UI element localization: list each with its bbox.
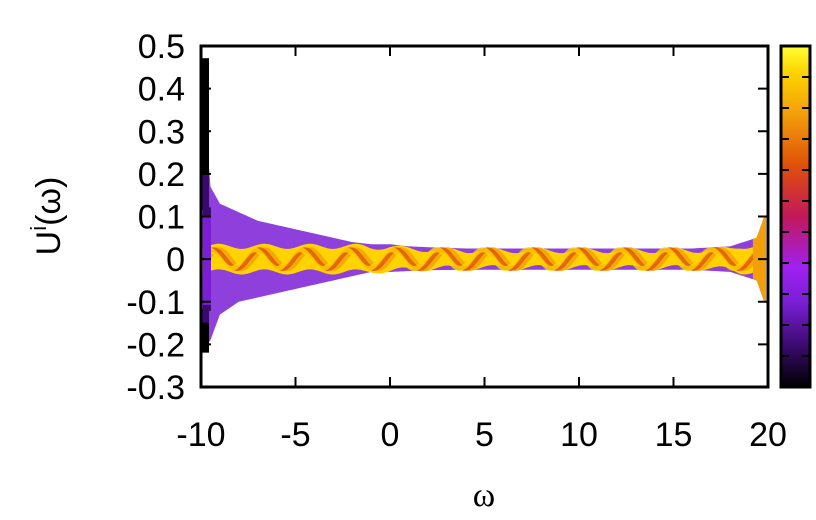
data-point [203, 290, 211, 299]
data-point [201, 135, 209, 144]
x-axis: -10 -5 0 5 10 15 20 [176, 46, 787, 454]
x-tick-label: -10 [176, 416, 225, 454]
series-trace [203, 247, 761, 272]
y-tick-label: 0.2 [138, 156, 185, 194]
x-tick-label: 20 [749, 416, 787, 454]
data-point [201, 58, 209, 67]
y-tick-label: 0.1 [138, 199, 185, 237]
data-point [203, 261, 211, 270]
data-point [201, 326, 209, 335]
data-point [201, 183, 209, 192]
x-tick-label: 0 [381, 416, 400, 454]
y-tick-label: 0 [166, 241, 185, 279]
data-point [203, 207, 211, 216]
data-point [201, 88, 209, 97]
x-tick-label: 5 [475, 416, 494, 454]
data-point [201, 189, 209, 198]
data-point [201, 99, 209, 108]
data-point [203, 237, 211, 246]
data-point [201, 308, 209, 317]
data-point [203, 219, 211, 228]
data-point [203, 231, 211, 240]
series-trace [202, 247, 762, 272]
data-point [203, 273, 211, 282]
colorbar [779, 44, 812, 389]
data-point [201, 159, 209, 168]
data-point [201, 201, 209, 210]
data-point [201, 147, 209, 156]
colorbar-ticks [781, 76, 810, 357]
data-point [201, 129, 209, 138]
data-point [201, 76, 209, 85]
data-point [201, 165, 209, 174]
x-axis-title: ω [473, 477, 495, 514]
data-point [201, 123, 209, 132]
data-point [201, 70, 209, 79]
data-point [201, 171, 209, 180]
data-point [201, 320, 209, 329]
data-point [201, 195, 209, 204]
y-axis-title-base: U [30, 231, 68, 256]
y-tick-label: 0.5 [138, 28, 185, 66]
y-tick-label: -0.1 [126, 284, 185, 322]
data-point [203, 278, 211, 287]
y-tick-label: -0.3 [126, 369, 185, 407]
data-point [201, 141, 209, 150]
data-point [201, 82, 209, 91]
data-point [203, 225, 211, 234]
data-point [203, 243, 211, 252]
data-point [201, 94, 209, 103]
data-point [201, 117, 209, 126]
x-tick-label: 10 [560, 416, 598, 454]
data-point [201, 332, 209, 341]
y-axis-title: Ui(ω) [26, 177, 68, 256]
y-axis: 0.5 0.4 0.3 0.2 0.1 0 -0.1 -0.2 -0.3 [126, 28, 768, 407]
x-tick-label: -5 [280, 416, 310, 454]
data-point [201, 153, 209, 162]
y-tick-label: -0.2 [126, 326, 185, 364]
data-point [201, 64, 209, 73]
x-tick-label: 15 [655, 416, 693, 454]
data-point [203, 267, 211, 276]
data-point [201, 314, 209, 323]
svg-text:Ui(ω): Ui(ω) [26, 177, 68, 256]
data-point [201, 111, 209, 120]
y-axis-title-sup: i [26, 226, 51, 231]
plot-frame [199, 44, 770, 389]
y-tick-label: 0.3 [138, 113, 185, 151]
data-point [201, 338, 209, 347]
data-point [203, 249, 211, 258]
y-axis-title-arg: (ω) [30, 177, 68, 226]
data-point [201, 344, 209, 353]
data-marks [201, 58, 767, 353]
data-point [201, 177, 209, 186]
data-point [201, 105, 209, 114]
data-point [203, 302, 211, 311]
data-point [203, 284, 211, 293]
envelope-band [201, 58, 765, 353]
y-tick-label: 0.4 [138, 71, 185, 109]
